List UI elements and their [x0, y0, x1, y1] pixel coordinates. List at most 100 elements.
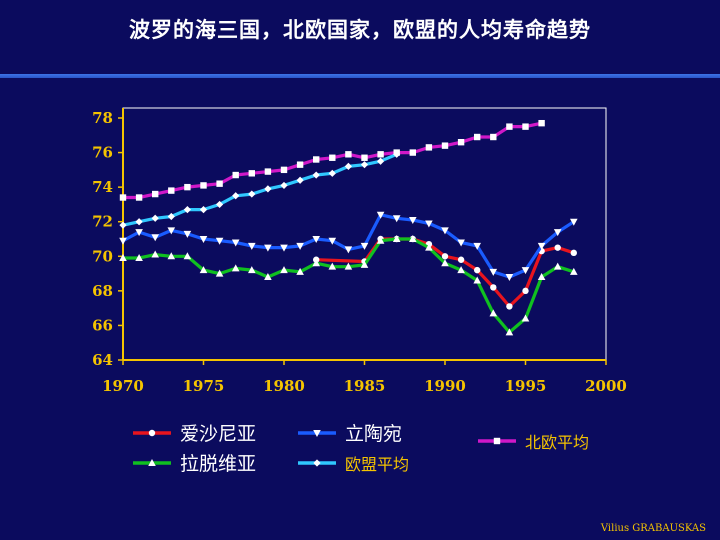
- y-tick-label: 70: [92, 247, 113, 265]
- data-point: [521, 267, 530, 275]
- data-point: [264, 185, 272, 193]
- data-point: [522, 123, 529, 130]
- data-point: [537, 273, 546, 281]
- data-point: [522, 287, 529, 295]
- y-tick-label: 78: [92, 109, 113, 127]
- data-point: [167, 227, 176, 235]
- data-point: [361, 154, 368, 161]
- series-layer: [119, 119, 578, 336]
- data-point: [280, 181, 288, 190]
- title-divider: [0, 74, 720, 78]
- data-point: [521, 314, 530, 322]
- data-point: [344, 262, 353, 270]
- data-point: [457, 139, 465, 146]
- data-point: [328, 262, 337, 270]
- data-point: [168, 187, 175, 194]
- data-point: [135, 194, 143, 201]
- series-2: [119, 119, 545, 201]
- data-point: [119, 221, 127, 229]
- data-point: [538, 119, 545, 127]
- data-point: [506, 123, 513, 130]
- x-tick-label: 1980: [263, 377, 305, 395]
- y-tick-label: 76: [92, 144, 113, 162]
- x-tick-label: 1985: [344, 377, 386, 395]
- data-point: [473, 242, 481, 250]
- data-point: [345, 151, 352, 158]
- data-point: [457, 266, 465, 274]
- legend-entry-2: 北欧平均: [478, 433, 589, 452]
- legend-marker: [313, 459, 321, 467]
- data-point: [376, 211, 385, 219]
- data-point: [570, 218, 578, 226]
- data-point: [151, 250, 159, 258]
- legend-entry-4: 欧盟平均: [298, 455, 409, 474]
- data-point: [264, 168, 272, 175]
- data-point: [377, 151, 384, 158]
- data-point: [425, 144, 433, 151]
- legend-marker: [148, 459, 156, 466]
- data-point: [409, 235, 417, 242]
- data-point: [377, 157, 385, 165]
- data-point: [215, 237, 224, 245]
- data-point: [505, 328, 514, 336]
- data-point: [280, 244, 288, 252]
- y-tick-label: 64: [92, 351, 113, 369]
- data-point: [360, 260, 369, 268]
- author-credit: Vilius GRABAUSKAS: [600, 523, 706, 534]
- legend-label: 拉脱维亚: [180, 453, 256, 475]
- data-point: [392, 235, 401, 242]
- legend-label: 立陶宛: [345, 423, 402, 445]
- axes: 64 66 68 70 72 74 76 78 1970 1975 1980 1985 1990 1995…: [92, 108, 627, 395]
- data-point: [183, 230, 192, 238]
- data-point: [490, 133, 497, 141]
- data-point: [312, 171, 320, 179]
- data-point: [151, 234, 159, 242]
- y-tick-label: 68: [92, 282, 113, 300]
- data-point: [296, 176, 304, 184]
- data-point: [199, 236, 208, 243]
- legend-entry-0: 爱沙尼亚: [133, 423, 256, 445]
- data-point: [329, 154, 336, 161]
- data-point: [135, 218, 143, 226]
- data-point: [264, 244, 272, 252]
- legend-marker: [493, 437, 501, 445]
- slide-title: 波罗的海三国，北欧国家，欧盟的人均寿命趋势: [129, 18, 591, 42]
- data-point: [328, 237, 337, 245]
- data-point: [554, 244, 561, 251]
- data-point: [553, 229, 562, 237]
- data-point: [248, 170, 255, 177]
- data-point: [425, 220, 433, 228]
- legend-marker: [313, 430, 321, 437]
- data-point: [151, 214, 159, 222]
- x-tick-label: 1975: [183, 377, 225, 395]
- data-point: [119, 254, 127, 262]
- data-point: [441, 253, 449, 260]
- data-point: [441, 142, 449, 149]
- data-point: [135, 254, 143, 262]
- data-point: [135, 229, 143, 237]
- data-point: [232, 192, 240, 200]
- data-point: [506, 303, 513, 310]
- data-point: [376, 236, 385, 244]
- data-point: [248, 266, 256, 274]
- data-point: [505, 274, 514, 282]
- data-point: [264, 273, 272, 281]
- data-point: [489, 309, 498, 317]
- data-point: [119, 237, 127, 245]
- legend-entry-1: 立陶宛: [298, 423, 402, 445]
- data-point: [474, 133, 481, 141]
- data-point: [441, 259, 449, 267]
- data-point: [489, 268, 498, 276]
- series-4: [119, 150, 401, 229]
- data-point: [360, 242, 369, 250]
- data-point: [248, 190, 256, 198]
- data-point: [360, 161, 369, 169]
- data-point: [425, 243, 433, 251]
- data-point: [457, 239, 465, 247]
- x-tick-label: 1990: [424, 377, 466, 395]
- data-point: [231, 239, 240, 247]
- legend-entry-3: 拉脱维亚: [133, 453, 256, 475]
- data-point: [200, 182, 207, 189]
